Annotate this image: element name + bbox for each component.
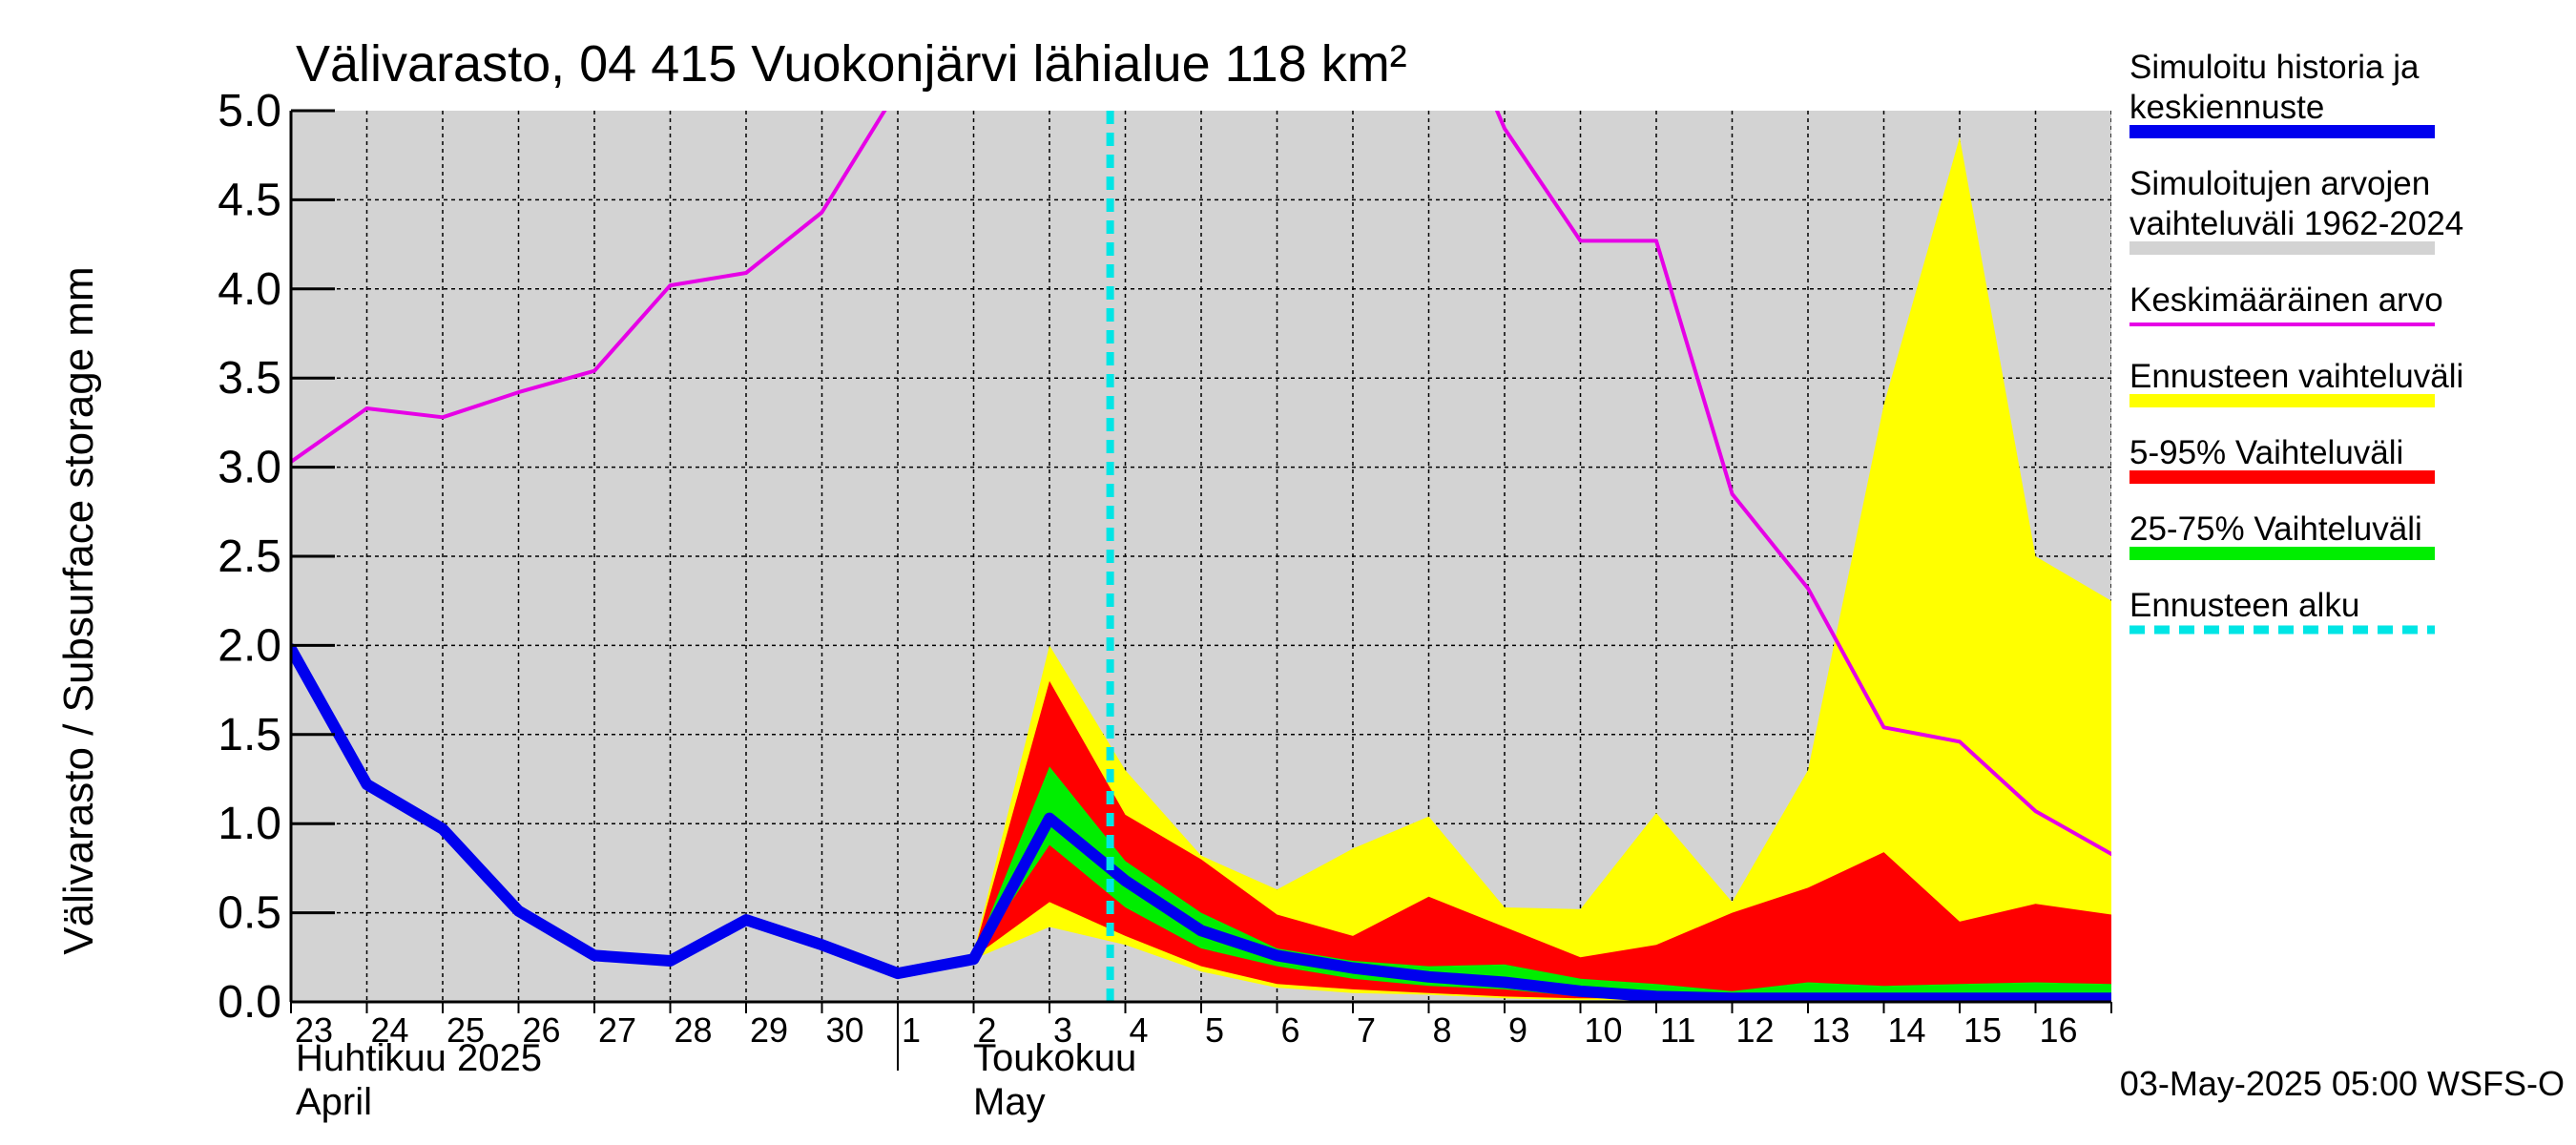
mean-value-line	[291, 111, 2111, 856]
legend-label: Ennusteen vaihteluväli	[2129, 358, 2463, 395]
y-tick-label: 4.0	[218, 264, 281, 315]
month-labels: Huhtikuu 2025 April Toukokuu May	[296, 1037, 1136, 1123]
x-tick-label: 7	[1357, 1010, 1376, 1050]
legend-label: 25-75% Vaihteluväli	[2129, 510, 2422, 548]
y-tick-label: 1.0	[218, 799, 281, 849]
forecast-range-band	[973, 137, 2111, 1001]
y-tick-label: 2.0	[218, 620, 281, 671]
x-tick-label: 16	[2040, 1010, 2078, 1050]
x-tick-label: 9	[1508, 1010, 1527, 1050]
x-tick-label: 25	[447, 1010, 485, 1050]
y-tick-label: 5.0	[218, 86, 281, 136]
x-tick-label: 28	[675, 1010, 713, 1050]
band-5-95	[973, 680, 2111, 999]
band-25-75	[973, 766, 2111, 1001]
legend-label: Simuloitujen arvojen	[2129, 165, 2430, 202]
x-tick-label: 26	[523, 1010, 561, 1050]
month-label-may-en: May	[973, 1081, 1046, 1123]
y-tick-label: 3.5	[218, 353, 281, 404]
x-tick-label: 27	[598, 1010, 636, 1050]
y-tick-label: 0.0	[218, 977, 281, 1028]
y-tick-label: 1.5	[218, 710, 281, 760]
legend-label: keskiennuste	[2129, 89, 2324, 126]
legend-label: 5-95% Vaihteluväli	[2129, 434, 2403, 471]
month-label-april-en: April	[296, 1081, 372, 1123]
x-tick-label: 11	[1660, 1010, 1695, 1050]
y-axis-label: Välivarasto / Subsurface storage mm	[55, 266, 102, 954]
legend-label: Ennusteen alku	[2129, 587, 2359, 624]
x-tick-label: 3	[1053, 1010, 1072, 1050]
x-tick-label: 24	[371, 1010, 409, 1050]
x-tick-label: 5	[1205, 1010, 1224, 1050]
plot-area	[291, 111, 2111, 1002]
chart-title: Välivarasto, 04 415 Vuokonjärvi lähialue…	[296, 35, 1407, 93]
month-label-may-fi: Toukokuu	[973, 1037, 1136, 1079]
x-tick-label: 1	[902, 1010, 921, 1050]
timestamp: 03-May-2025 05:00 WSFS-O	[2120, 1064, 2565, 1103]
simulated-history-line	[291, 643, 2111, 1002]
y-tick-label: 0.5	[218, 888, 281, 939]
x-tick-label: 2	[978, 1010, 997, 1050]
x-tick-label: 6	[1281, 1010, 1300, 1050]
legend-label: vaihteluväli 1962-2024	[2129, 205, 2463, 242]
x-tick-label: 30	[826, 1010, 864, 1050]
x-tick-label: 10	[1585, 1010, 1623, 1050]
y-tick-label: 2.5	[218, 531, 281, 582]
x-tick-label: 15	[1963, 1010, 2002, 1050]
legend-label: Keskimääräinen arvo	[2129, 281, 2443, 319]
month-label-april-fi: Huhtikuu 2025	[296, 1037, 542, 1079]
x-tick-label: 29	[750, 1010, 788, 1050]
x-tick-label: 14	[1888, 1010, 1926, 1050]
y-tick-label: 3.0	[218, 443, 281, 493]
x-tick-label: 4	[1130, 1010, 1149, 1050]
x-tick-label: 23	[295, 1010, 333, 1050]
x-tick-label: 8	[1433, 1010, 1452, 1050]
axes-overlay: 0.00.51.01.52.02.53.03.54.04.55.023 24 25 2…	[218, 86, 2112, 1071]
y-tick-label: 4.5	[218, 175, 281, 225]
legend-label: Simuloitu historia ja	[2129, 49, 2420, 86]
x-tick-label: 12	[1736, 1010, 1775, 1050]
x-tick-label: 13	[1812, 1010, 1850, 1050]
